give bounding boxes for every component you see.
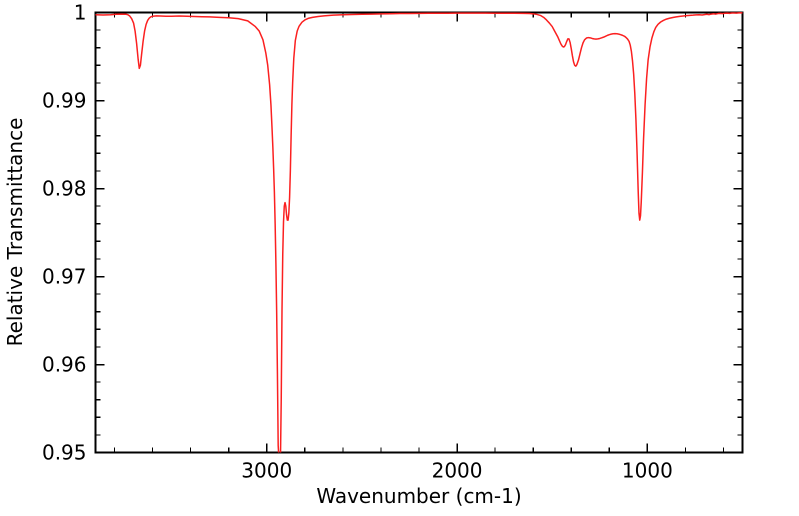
data-layer	[95, 12, 743, 453]
y-tick-label: 1	[74, 1, 87, 25]
y-tick-label: 0.95	[42, 441, 87, 465]
y-tick-labels: 0.95 0.96 0.97 0.98 0.99 1	[42, 1, 87, 465]
x-axis-title: Wavenumber (cm-1)	[316, 484, 521, 508]
y-tick-label: 0.99	[42, 89, 87, 113]
y-tick-label: 0.96	[42, 353, 87, 377]
x-tick-labels: 3000 2000 1000	[241, 459, 672, 483]
x-tick-label: 1000	[622, 459, 673, 483]
axes-frame	[94, 11, 744, 454]
x-tick-label: 3000	[241, 459, 292, 483]
spectrum-line	[95, 12, 743, 453]
ticks-layer	[95, 11, 743, 454]
plot-frame	[94, 11, 744, 454]
x-tick-label: 2000	[432, 459, 483, 483]
y-axis-title: Relative Transmittance	[3, 118, 27, 347]
y-tick-label: 0.97	[42, 265, 87, 289]
y-tick-label: 0.98	[42, 177, 87, 201]
